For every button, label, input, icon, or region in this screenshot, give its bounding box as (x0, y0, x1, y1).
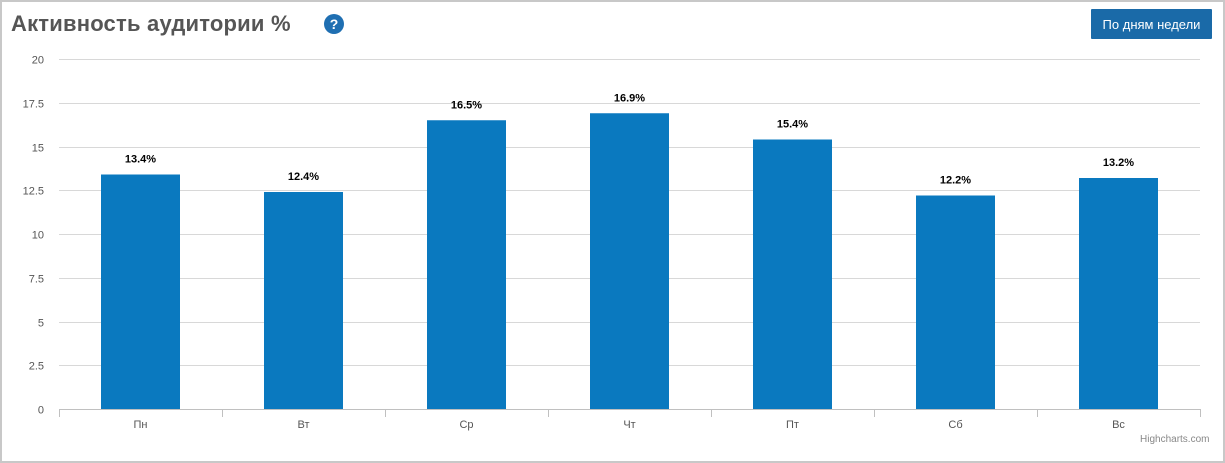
highcharts-credit[interactable]: Highcharts.com (1140, 434, 1210, 445)
x-tick-label: Сб (948, 419, 962, 431)
bar (916, 195, 995, 409)
bar (101, 174, 180, 409)
help-icon[interactable]: ? (324, 14, 344, 34)
question-mark-icon: ? (329, 16, 339, 32)
y-tick-label: 20 (32, 55, 44, 67)
x-tick-label: Вт (297, 419, 309, 431)
x-tick-label: Чт (623, 419, 635, 431)
data-label: 12.4% (288, 171, 319, 183)
y-tick-label: 12.5 (23, 186, 44, 198)
bar (1079, 178, 1158, 409)
by-weekday-button[interactable]: По дням недели (1091, 9, 1212, 39)
bar (590, 113, 669, 409)
chart-title: Активность аудитории % (11, 11, 291, 36)
y-tick-label: 5 (38, 318, 44, 330)
x-tick-label: Пт (786, 419, 799, 431)
y-tick-label: 17.5 (23, 99, 44, 111)
x-tick-label: Пн (134, 419, 148, 431)
y-tick-label: 0 (38, 405, 44, 417)
y-tick-label: 15 (32, 143, 44, 155)
data-label: 16.9% (614, 92, 645, 104)
data-label: 13.2% (1103, 157, 1134, 169)
y-tick-label: 7.5 (29, 274, 44, 286)
data-label: 12.2% (940, 175, 971, 187)
bar (264, 192, 343, 409)
y-tick-label: 10 (32, 230, 44, 242)
x-tick-label: Вс (1112, 419, 1125, 431)
y-tick-label: 2.5 (29, 361, 44, 373)
x-tick-label: Ср (459, 419, 473, 431)
data-label: 15.4% (777, 119, 808, 131)
data-label: 16.5% (451, 99, 482, 111)
bar (753, 139, 832, 409)
bar (427, 120, 506, 409)
data-label: 13.4% (125, 154, 156, 166)
